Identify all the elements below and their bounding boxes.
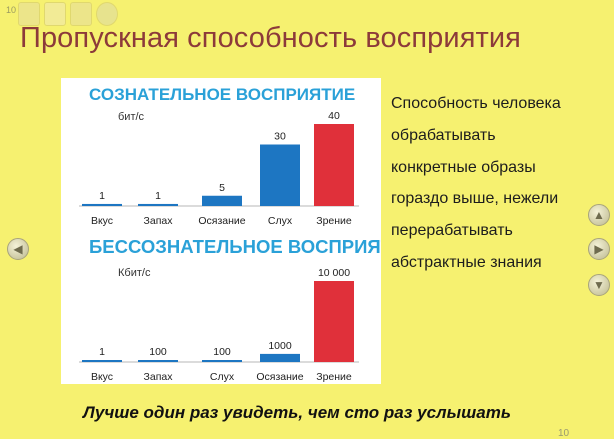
bar-value-label: 1000 xyxy=(268,340,292,352)
bar-value-label: 1 xyxy=(99,190,105,202)
chart-panel: СОЗНАТЕЛЬНОЕ ВОСПРИЯТИЕ бит/с 1 Вкус 1 Запах 5… xyxy=(61,78,381,384)
pages-icon[interactable] xyxy=(18,2,40,26)
category-label: Вкус xyxy=(91,215,113,227)
chevron-down-icon[interactable]: ▼ xyxy=(588,274,610,296)
print-icon[interactable] xyxy=(70,2,92,26)
chart-bar xyxy=(138,360,178,362)
bar-value-label: 1 xyxy=(99,346,105,358)
chart-unit: Кбит/с xyxy=(118,267,151,279)
category-label: Осязание xyxy=(256,371,303,383)
body-line: обрабатывать xyxy=(391,126,496,144)
chart-bar xyxy=(314,124,354,206)
bar-value-label: 5 xyxy=(219,182,225,194)
document-icon[interactable] xyxy=(44,2,66,26)
category-label: Осязание xyxy=(198,215,245,227)
chart-bar xyxy=(138,203,178,206)
chart-title: БЕССОЗНАТЕЛЬНОЕ ВОСПРИЯТИЕ xyxy=(89,236,381,257)
bar-value-label: 40 xyxy=(328,110,340,122)
chart-bar xyxy=(82,203,122,206)
category-label: Вкус xyxy=(91,371,113,383)
category-label: Зрение xyxy=(316,371,352,383)
slide-footer: Лучше один раз увидеть, чем сто раз услы… xyxy=(83,403,511,422)
chart-bar xyxy=(82,360,122,362)
bar-value-label: 1 xyxy=(155,190,161,202)
chart-bar xyxy=(314,281,354,362)
chart-title: СОЗНАТЕЛЬНОЕ ВОСПРИЯТИЕ xyxy=(89,85,355,104)
body-line: перерабатывать xyxy=(391,222,513,240)
body-line: конкретные образы xyxy=(391,158,536,176)
bar-value-label: 10 000 xyxy=(318,267,350,279)
slide-body-text: Способность человека обрабатывать конкре… xyxy=(391,88,591,279)
body-line: абстрактные знания xyxy=(391,253,542,271)
category-label: Запах xyxy=(144,371,174,383)
body-line: Способность человека xyxy=(391,95,561,112)
bar-value-label: 100 xyxy=(149,346,167,358)
slide-title: Пропускная способность восприятия xyxy=(20,22,521,54)
chevron-left-icon[interactable]: ◀ xyxy=(7,238,29,260)
slide-number: 10 xyxy=(558,428,570,439)
category-label: Зрение xyxy=(316,215,352,227)
refresh-icon[interactable] xyxy=(96,2,118,26)
category-label: Запах xyxy=(144,215,174,227)
category-label: Слух xyxy=(210,371,235,383)
bar-value-label: 100 xyxy=(213,346,231,358)
body-line: гораздо выше, нежели xyxy=(391,190,559,208)
chart-bar xyxy=(202,360,242,362)
chart-bar xyxy=(202,195,242,206)
slide-toolbar xyxy=(18,2,118,26)
perception-charts: СОЗНАТЕЛЬНОЕ ВОСПРИЯТИЕ бит/с 1 Вкус 1 Запах 5… xyxy=(79,85,381,383)
slide-counter-top: 10 xyxy=(6,5,17,15)
chevron-right-icon[interactable]: ▶ xyxy=(588,238,610,260)
chart-bar xyxy=(260,144,300,206)
chevron-up-icon[interactable]: ▲ xyxy=(588,204,610,226)
category-label: Слух xyxy=(268,215,293,227)
bar-value-label: 30 xyxy=(274,131,286,143)
chart-bar xyxy=(260,353,300,362)
chart-unit: бит/с xyxy=(118,111,145,123)
